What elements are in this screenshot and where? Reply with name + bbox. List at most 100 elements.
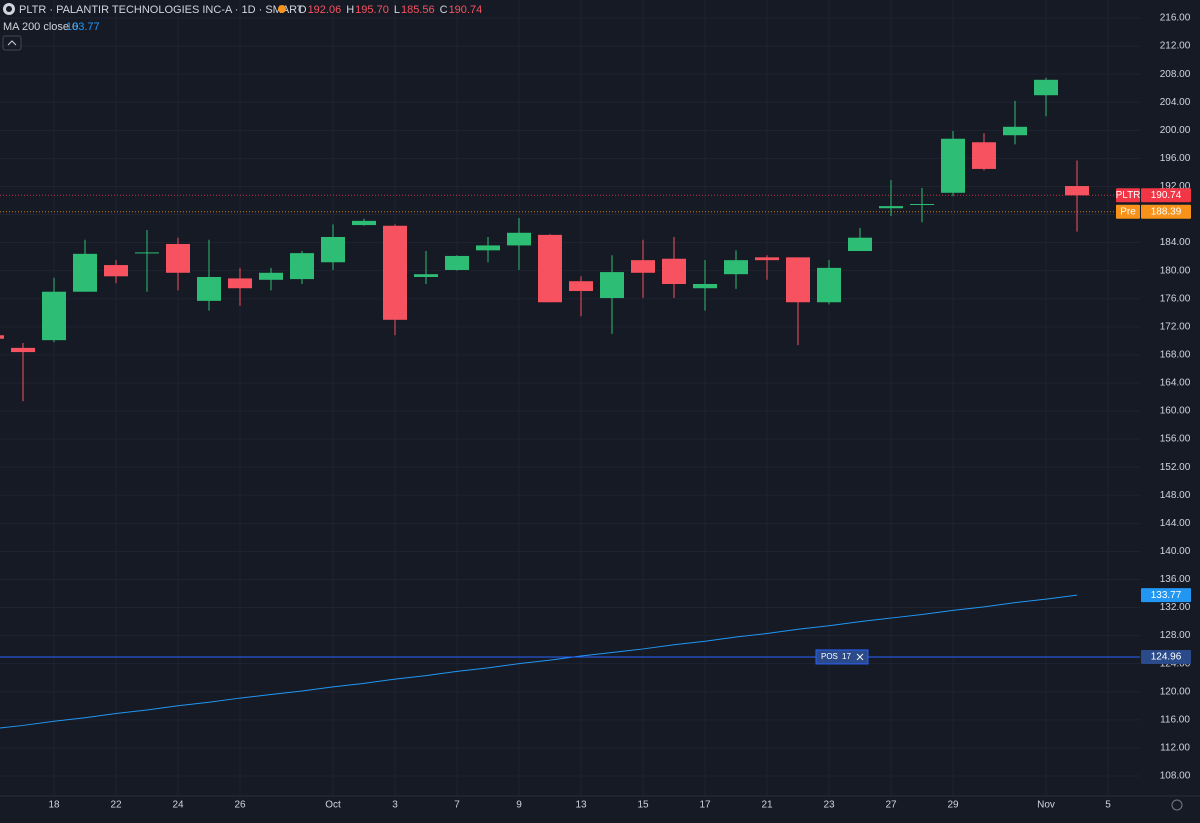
candle-body: [817, 267, 841, 303]
candle-body: [786, 257, 810, 303]
candle-body: [1034, 79, 1058, 96]
candle-body: [1003, 126, 1027, 136]
x-tick-label: Nov: [1037, 800, 1055, 811]
candle-body: [1065, 186, 1089, 196]
x-tick-label: 5: [1105, 800, 1111, 811]
candle-body: [910, 204, 934, 206]
candle-body: [383, 225, 407, 320]
y-tick-label: 112.00: [1160, 743, 1190, 754]
y-tick-label: 160.00: [1160, 406, 1191, 417]
ma-tag: 133.77: [1151, 590, 1182, 601]
candle-body: [972, 142, 996, 169]
position-tag-bg: [1141, 649, 1191, 664]
y-tick-label: 184.00: [1160, 237, 1191, 248]
candle-body: [538, 234, 562, 303]
x-tick-label: 26: [234, 800, 246, 811]
ma-line: [0, 594, 1078, 729]
y-tick-label: 132.00: [1160, 602, 1191, 613]
header: PLTR · PALANTIR TECHNOLOGIES INC-A · 1D …: [2, 3, 482, 51]
candle-body: [414, 274, 438, 277]
y-tick-label: 144.00: [1160, 518, 1191, 529]
status-icon: [278, 5, 286, 13]
candle-body: [569, 281, 593, 292]
position-label-bg: [815, 649, 869, 665]
price-tag-bg: [1141, 204, 1191, 219]
y-tick-label: 152.00: [1160, 462, 1191, 473]
x-tick-label: 17: [699, 800, 711, 811]
y-tick-label: 168.00: [1160, 350, 1191, 361]
price-tag: 188.39: [1151, 206, 1182, 217]
price-tag-label: Pre: [1120, 206, 1136, 217]
y-tick-label: 108.00: [1160, 771, 1191, 782]
candle-body: [135, 252, 159, 254]
position-label: POS: [821, 652, 838, 661]
price-tag-bg: [1141, 188, 1191, 203]
y-tick-label: 180.00: [1160, 265, 1191, 276]
y-tick-label: 176.00: [1160, 293, 1191, 304]
price-tag-label: PLTR: [1116, 190, 1141, 201]
x-tick-label: 24: [172, 800, 184, 811]
candle-body: [0, 335, 4, 339]
candle-body: [476, 245, 500, 251]
candle-body: [600, 272, 624, 299]
candle-body: [259, 272, 283, 280]
position-tag: 124.96: [1151, 652, 1182, 663]
x-tick-label: 9: [516, 800, 522, 811]
y-tick-label: 196.00: [1160, 153, 1191, 164]
y-tick-label: 212.00: [1160, 41, 1191, 52]
position-close[interactable]: [856, 653, 864, 661]
ohlc-value: 190.74: [449, 4, 483, 16]
candle-body: [352, 220, 376, 226]
candle-body: [290, 253, 314, 280]
y-tick-label: 128.00: [1160, 630, 1191, 641]
y-tick-label: 172.00: [1160, 321, 1191, 332]
x-tick-label: 18: [48, 800, 60, 811]
candle-body: [941, 138, 965, 193]
ohlc-value: 192.06: [308, 4, 342, 16]
ohlc-legend: O 192.06 H 195.70 L 185.56 C 190.74: [298, 4, 482, 16]
x-tick-label: Oct: [325, 800, 341, 811]
x-tick-label: 21: [761, 800, 773, 811]
collapse-icon: [7, 40, 17, 46]
candle-body: [321, 236, 345, 263]
ohlc-key: O: [298, 4, 307, 16]
y-tick-label: 200.00: [1160, 125, 1191, 136]
candle-body: [104, 265, 128, 277]
chart-title: PLTR · PALANTIR TECHNOLOGIES INC-A · 1D …: [19, 4, 304, 16]
candle-body: [11, 347, 35, 353]
x-tick-label: 3: [392, 800, 398, 811]
ohlc-key: L: [394, 4, 400, 16]
y-tick-label: 116.00: [1160, 714, 1190, 725]
collapse-button[interactable]: [2, 35, 22, 51]
y-tick-label: 156.00: [1160, 434, 1191, 445]
ma-tag-bg: [1141, 588, 1191, 603]
x-tick-label: 27: [885, 800, 897, 811]
price-tag: 190.74: [1151, 190, 1182, 201]
indicator-value: 133.77: [66, 21, 100, 33]
indicator-name: MA 200 close 0: [3, 21, 78, 33]
axes: 108.00112.00116.00120.00124.00128.00132.…: [48, 13, 1191, 811]
candle-body: [879, 206, 903, 209]
x-tick-label: 29: [947, 800, 959, 811]
x-tick-label: 15: [637, 800, 649, 811]
price-tag-label-bg: [1116, 204, 1140, 219]
candle-body: [445, 255, 469, 270]
y-tick-label: 136.00: [1160, 574, 1191, 585]
y-tick-label: 216.00: [1160, 13, 1191, 24]
y-tick-label: 148.00: [1160, 490, 1191, 501]
y-tick-label: 140.00: [1160, 546, 1191, 557]
candle-body: [693, 284, 717, 289]
x-tick-label: 7: [454, 800, 460, 811]
y-tick-label: 164.00: [1160, 378, 1191, 389]
settings-button[interactable]: [1171, 799, 1183, 811]
candle-body: [662, 258, 686, 285]
symbol-logo-inner: [6, 6, 12, 12]
ohlc-key: C: [440, 4, 448, 16]
candle-body: [724, 260, 748, 275]
y-tick-label: 204.00: [1160, 97, 1191, 108]
y-tick-label: 192.00: [1160, 181, 1191, 192]
candle-body: [228, 278, 252, 289]
candle-body: [197, 276, 221, 301]
x-tick-label: 13: [575, 800, 587, 811]
